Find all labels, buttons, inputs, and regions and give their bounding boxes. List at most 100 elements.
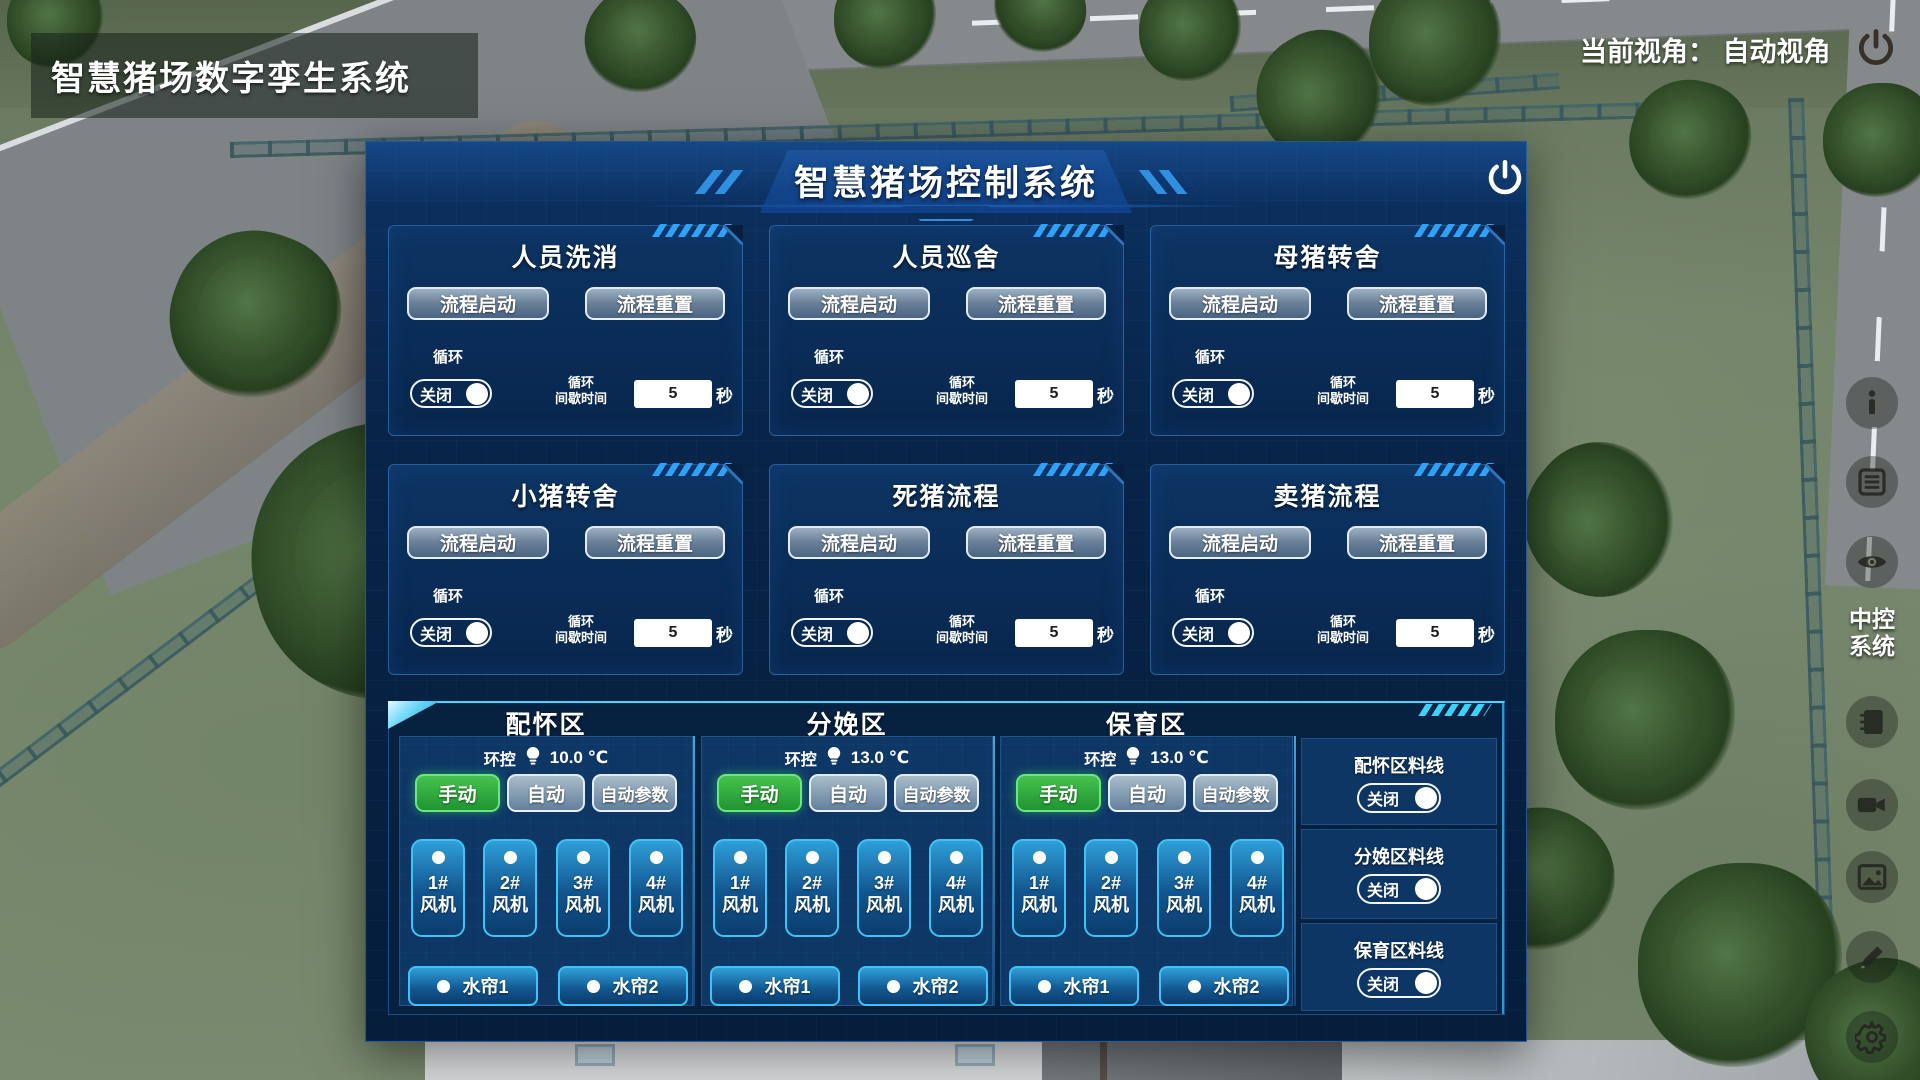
mode-auto-params-button[interactable]: 自动参数 — [894, 774, 979, 812]
process-reset-button[interactable]: 流程重置 — [1347, 287, 1487, 320]
loop-toggle[interactable]: 关闭 — [791, 379, 873, 408]
loop-label: 循环 — [1195, 588, 1226, 605]
zone-temperature: 10.0 ℃ — [549, 748, 609, 767]
toggle-knob — [847, 621, 869, 644]
fan-button-3[interactable]: 3# 风机 — [1157, 839, 1211, 937]
process-start-button[interactable]: 流程启动 — [1169, 526, 1311, 559]
env-control-row: 环控 10.0 ℃ — [400, 746, 692, 770]
corner-cut — [1104, 225, 1124, 245]
zone-title-gestation: 配怀区 — [505, 711, 587, 739]
toggle-state-label: 关闭 — [420, 387, 453, 405]
fan-button-1[interactable]: 1# 风机 — [1012, 839, 1066, 937]
view-caption: 当前视角： — [1580, 37, 1715, 67]
zone-temperature: 13.0 ℃ — [1150, 748, 1209, 767]
fan-button-1[interactable]: 1# 风机 — [713, 839, 767, 937]
screen-power-icon[interactable] — [1854, 26, 1898, 70]
process-reset-button[interactable]: 流程重置 — [966, 526, 1106, 559]
mode-manual-button[interactable]: 手动 — [1016, 774, 1101, 812]
edit-icon[interactable] — [1846, 931, 1898, 983]
feed-line-nursery: 保育区料线 关闭 — [1301, 923, 1497, 1011]
status-dot — [587, 979, 601, 993]
process-reset-button[interactable]: 流程重置 — [1347, 526, 1487, 559]
app-title: 智慧猪场数字孪生系统 — [51, 60, 411, 98]
mode-auto-button[interactable]: 自动 — [507, 774, 585, 812]
interval-input[interactable] — [1396, 619, 1474, 647]
process-start-button[interactable]: 流程启动 — [788, 526, 930, 559]
status-dot — [437, 979, 451, 993]
info-icon[interactable] — [1846, 377, 1898, 429]
current-view-label: 当前视角： 自动视角 — [1580, 30, 1831, 69]
water-curtain-button-2[interactable]: 水帘2 — [558, 966, 688, 1006]
interval-input[interactable] — [1015, 619, 1093, 647]
loop-label: 循环 — [814, 588, 845, 605]
water-curtain-button-1[interactable]: 水帘1 — [710, 966, 840, 1006]
interval-input[interactable] — [1015, 380, 1093, 408]
fan-number: 1# — [427, 873, 449, 893]
settings-icon[interactable] — [1846, 1011, 1898, 1063]
fan-button-2[interactable]: 2# 风机 — [483, 839, 537, 937]
process-reset-button[interactable]: 流程重置 — [585, 526, 725, 559]
fan-button-2[interactable]: 2# 风机 — [785, 839, 839, 937]
fan-button-1[interactable]: 1# 风机 — [411, 839, 465, 937]
loop-toggle[interactable]: 关闭 — [1172, 618, 1254, 647]
water-curtain-button-2[interactable]: 水帘2 — [858, 966, 988, 1006]
fan-label: 风机 — [794, 895, 830, 915]
mode-auto-params-button[interactable]: 自动参数 — [1193, 774, 1278, 812]
process-start-button[interactable]: 流程启动 — [407, 287, 549, 320]
panel-power-button[interactable] — [1484, 157, 1526, 199]
loop-toggle[interactable]: 关闭 — [1172, 379, 1254, 408]
process-start-button[interactable]: 流程启动 — [788, 287, 930, 320]
water-curtain-button-1[interactable]: 水帘1 — [408, 966, 538, 1006]
list-icon[interactable] — [1846, 456, 1898, 508]
feed-line-toggle[interactable]: 关闭 — [1357, 874, 1441, 904]
interval-label: 循环 间歇时间 — [916, 614, 1008, 646]
process-reset-button[interactable]: 流程重置 — [585, 287, 725, 320]
image-icon[interactable] — [1846, 851, 1898, 903]
feed-line-toggle[interactable]: 关闭 — [1357, 968, 1441, 998]
interval-input[interactable] — [634, 380, 712, 408]
scene-tree — [1823, 83, 1920, 197]
water-curtain-button-2[interactable]: 水帘2 — [1159, 966, 1289, 1006]
zone-panel-farrowing: 环控 13.0 ℃ 手动 自动 自动参数 1# 风机 2# 风机 3# 风机 4# 风机… — [701, 736, 993, 1006]
loop-label: 循环 — [433, 588, 464, 605]
status-dot — [739, 979, 753, 993]
loop-toggle[interactable]: 关闭 — [410, 379, 492, 408]
fan-button-3[interactable]: 3# 风机 — [857, 839, 911, 937]
fan-number: 4# — [645, 873, 667, 893]
status-dot — [1104, 851, 1118, 864]
process-reset-button[interactable]: 流程重置 — [966, 287, 1106, 320]
interval-input[interactable] — [634, 619, 712, 647]
interval-input[interactable] — [1396, 380, 1474, 408]
water-curtain-button-1[interactable]: 水帘1 — [1009, 966, 1139, 1006]
eye-icon[interactable] — [1846, 536, 1898, 588]
feed-line-toggle[interactable]: 关闭 — [1357, 783, 1441, 813]
zone-title-nursery: 保育区 — [1105, 711, 1187, 739]
interval-label-line1: 循环 — [1329, 375, 1356, 390]
fan-button-4[interactable]: 4# 风机 — [1230, 839, 1284, 937]
toggle-state-label: 关闭 — [1367, 977, 1400, 994]
mode-manual-button[interactable]: 手动 — [415, 774, 500, 812]
fan-button-2[interactable]: 2# 风机 — [1084, 839, 1138, 937]
loop-toggle[interactable]: 关闭 — [791, 618, 873, 647]
interval-label-line1: 循环 — [1329, 614, 1356, 629]
toggle-knob — [847, 382, 869, 405]
mode-manual-button[interactable]: 手动 — [717, 774, 802, 812]
process-start-button[interactable]: 流程启动 — [407, 526, 549, 559]
corner-cut — [1485, 464, 1505, 484]
loop-toggle[interactable]: 关闭 — [410, 618, 492, 647]
mode-auto-button[interactable]: 自动 — [809, 774, 887, 812]
fan-button-4[interactable]: 4# 风机 — [929, 839, 983, 937]
mode-auto-button[interactable]: 自动 — [1108, 774, 1186, 812]
mode-auto-params-button[interactable]: 自动参数 — [592, 774, 677, 812]
fan-button-3[interactable]: 3# 风机 — [556, 839, 610, 937]
toggle-knob — [1228, 382, 1250, 405]
fan-button-4[interactable]: 4# 风机 — [629, 839, 683, 937]
status-dot — [431, 851, 445, 864]
zone-panel-nursery: 环控 13.0 ℃ 手动 自动 自动参数 1# 风机 2# 风机 3# 风机 4# 风机… — [1000, 736, 1293, 1006]
book-icon[interactable] — [1846, 696, 1898, 748]
environment-section: 配怀区 分娩区 保育区 环控 10.0 ℃ 手动 自动 自动参数 1# 风机 2#… — [388, 701, 1505, 1015]
video-camera-icon[interactable] — [1846, 779, 1898, 831]
process-start-button[interactable]: 流程启动 — [1169, 287, 1311, 320]
